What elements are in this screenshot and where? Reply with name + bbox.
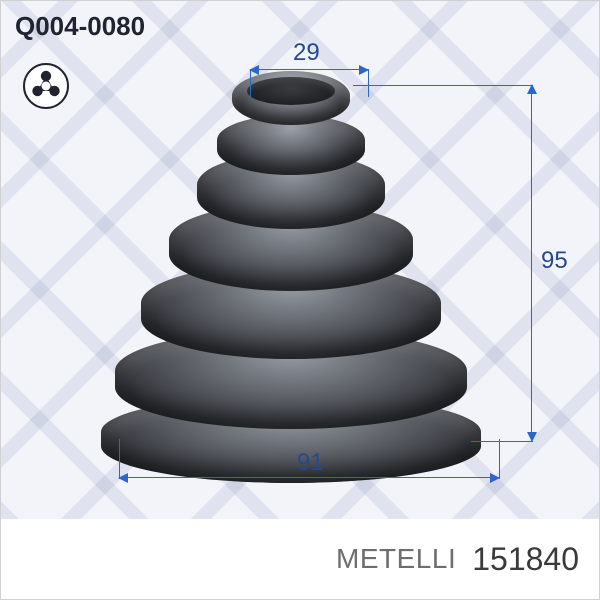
product-diagram-card: Q004-0080 29 91 (0, 0, 600, 600)
footer: METELLI 151840 (1, 519, 599, 599)
dim-bottom-diameter-label: 91 (297, 449, 324, 477)
dim-top-diameter (250, 69, 368, 70)
brand-name: METELLI (336, 543, 456, 575)
dim-bottom-diameter (119, 477, 499, 478)
boot-bore (247, 77, 335, 105)
dim-top-diameter-label: 29 (293, 39, 320, 67)
dim-height-label: 95 (541, 247, 568, 275)
dim-ext (353, 85, 533, 86)
dim-height (531, 85, 532, 441)
part-code: Q004-0080 (15, 11, 145, 42)
dim-ext (471, 441, 533, 442)
cv-boot-illustration: 29 91 95 (61, 57, 521, 487)
brand-part-number: 151840 (472, 541, 579, 578)
